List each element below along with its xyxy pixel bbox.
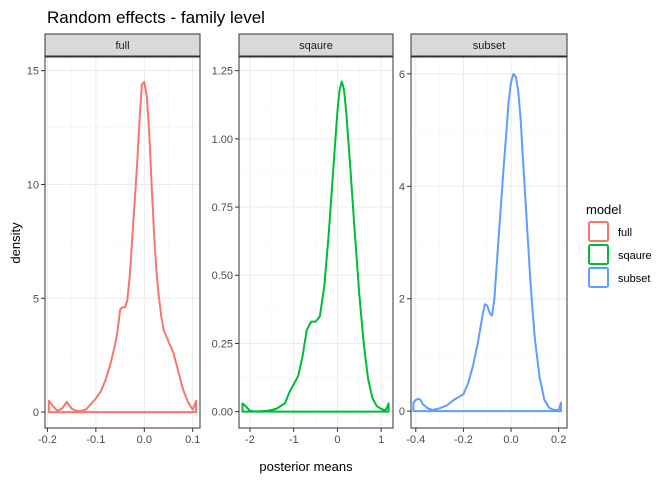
panel-border — [44, 56, 201, 429]
legend-label: sqaure — [618, 250, 652, 262]
x-tick-label: -0.2 — [38, 434, 57, 446]
legend-title: model — [586, 202, 622, 217]
legend-label: full — [618, 227, 632, 239]
density-curve-sqaure — [241, 80, 390, 413]
facet-strip — [44, 33, 201, 57]
legend: model full sqaure subset — [586, 202, 652, 288]
density-curve-full — [47, 81, 198, 414]
panel-border — [238, 56, 394, 429]
y-tick-label: 4 — [399, 181, 405, 193]
legend-item-full: full — [588, 221, 632, 242]
y-tick-label: 2 — [399, 294, 405, 306]
facet-strip-label: subset — [473, 40, 505, 52]
y-tick-label: 5 — [33, 293, 39, 305]
facet-strip — [238, 33, 394, 57]
x-tick-label: 1 — [378, 434, 384, 446]
legend-key — [588, 221, 609, 242]
facet-full: full -0.2 -0.1 0.0 0.1 0 5 10 15 — [27, 33, 201, 446]
y-axis-title: density — [8, 222, 23, 264]
legend-item-sqaure: sqaure — [588, 244, 652, 265]
y-tick-label: 0 — [33, 407, 39, 419]
facet-strip — [410, 33, 568, 57]
y-tick-label: 0.00 — [212, 407, 233, 419]
x-tick-label: -1 — [289, 434, 299, 446]
y-tick-label: 1.00 — [212, 134, 233, 146]
facet-subset: subset -0.4 -0.2 0.0 0.2 0 2 4 6 — [399, 33, 568, 446]
x-tick-label: 0.0 — [137, 434, 152, 446]
y-tick-label: 0.25 — [212, 338, 233, 350]
legend-key — [588, 244, 609, 265]
y-tick-label: 15 — [27, 66, 39, 78]
y-tick-label: 0.50 — [212, 270, 233, 282]
panel-border — [410, 56, 568, 429]
y-tick-label: 10 — [27, 179, 39, 191]
y-tick-label: 1.25 — [212, 66, 233, 78]
x-tick-label: 0.1 — [185, 434, 200, 446]
x-tick-label: 0.2 — [551, 434, 566, 446]
x-tick-label: -0.2 — [454, 434, 473, 446]
y-tick-label: 6 — [399, 69, 405, 81]
x-tick-label: -0.1 — [86, 434, 105, 446]
facet-sqaure: sqaure -2 -1 0 1 0.00 0.25 0.50 0.75 1.00 1.25 — [212, 33, 394, 446]
legend-label: subset — [618, 273, 650, 285]
x-tick-label: 0.0 — [503, 434, 518, 446]
legend-key — [588, 267, 609, 288]
x-tick-label: -0.4 — [406, 434, 425, 446]
y-tick-label: 0 — [399, 406, 405, 418]
x-axis-title: posterior means — [259, 459, 353, 474]
chart-title: Random effects - family level — [47, 8, 265, 27]
x-tick-label: 0 — [334, 434, 340, 446]
y-tick-label: 0.75 — [212, 202, 233, 214]
density-curve-subset — [412, 72, 562, 413]
facet-strip-label: full — [115, 40, 129, 52]
legend-item-subset: subset — [588, 267, 650, 288]
facet-strip-label: sqaure — [299, 40, 333, 52]
x-tick-label: -2 — [245, 434, 255, 446]
